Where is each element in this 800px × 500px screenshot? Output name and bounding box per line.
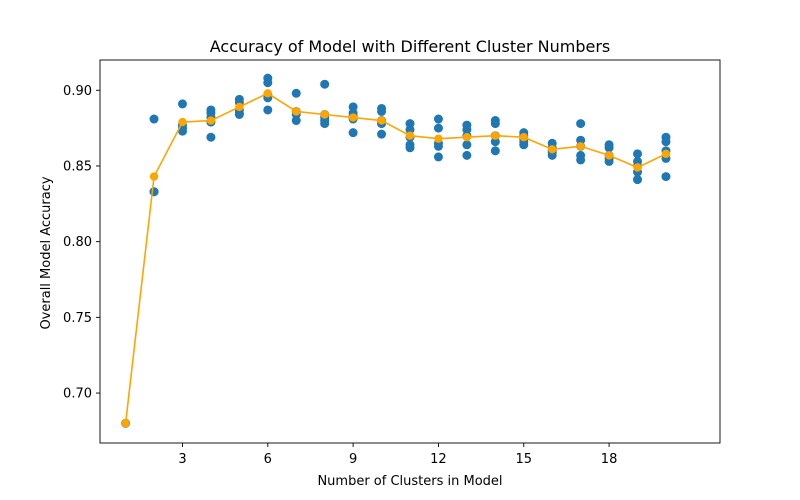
scatter-point [320, 119, 330, 129]
mean-line-point [633, 163, 642, 172]
scatter-point [490, 146, 500, 156]
scatter-point [377, 129, 387, 139]
scatter-point [405, 143, 415, 153]
mean-line-point [405, 131, 415, 140]
mean-line-point [292, 107, 301, 116]
scatter-point [433, 152, 443, 162]
scatter-point [206, 132, 216, 142]
mean-line-point [178, 117, 187, 127]
scatter-point [291, 116, 301, 126]
mean-line-point [121, 419, 130, 428]
scatter-point [661, 137, 671, 147]
chart-title: Accuracy of Model with Different Cluster… [210, 37, 610, 56]
mean-line-point [604, 151, 614, 160]
x-tick-label: 9 [349, 452, 357, 467]
scatter-point [348, 128, 358, 138]
scatter-point [177, 99, 187, 109]
mean-line-point [235, 102, 244, 112]
x-tick-label: 18 [601, 452, 618, 467]
scatter-point [604, 156, 614, 166]
scatter-point [177, 126, 187, 136]
plot-area: 3 6 9 12 15 18 0.70 0.75 0.80 0.85 0.90 [63, 59, 721, 467]
x-tick-label: 6 [264, 452, 272, 467]
scatter-point [149, 187, 159, 197]
scatter-point [490, 137, 500, 147]
scatter-point [633, 175, 643, 185]
scatter-point [320, 79, 330, 89]
mean-line-point [434, 134, 443, 143]
scatter-point [291, 88, 301, 98]
mean-line-point [149, 172, 159, 181]
scatter-point [377, 106, 387, 116]
mean-line-point [519, 133, 528, 142]
mean-line-point [576, 142, 585, 151]
scatter-point [490, 119, 500, 129]
scatter-point [149, 114, 159, 124]
x-tick-label: 3 [178, 452, 186, 467]
mean-line-point [462, 133, 472, 142]
scatter-point [263, 105, 273, 115]
scatter-point [519, 140, 529, 150]
scatter-point [576, 119, 586, 129]
y-tick-label: 0.70 [63, 387, 92, 402]
x-tick-label: 12 [430, 452, 447, 467]
y-axis-label: Overall Model Accuracy [39, 176, 54, 329]
scatter-point [433, 123, 443, 133]
mean-line-point [348, 113, 358, 122]
scatter-point [633, 149, 643, 159]
y-tick-label: 0.90 [63, 84, 92, 99]
x-axis-label: Number of Clusters in Model [317, 474, 502, 489]
mean-line-point [263, 89, 272, 98]
y-tick-label: 0.75 [63, 311, 92, 326]
y-tick-label: 0.85 [63, 159, 92, 174]
x-tick-label: 15 [515, 452, 532, 467]
scatter-point [263, 78, 273, 88]
mean-line-point [661, 149, 671, 159]
scatter-point [576, 155, 586, 165]
mean-line-point [320, 110, 329, 119]
mean-line-point [377, 116, 386, 125]
scatter-point [604, 143, 614, 153]
mean-line [124, 92, 667, 424]
scatter-point [433, 141, 443, 151]
mean-line-point [206, 116, 216, 125]
scatter-point [547, 150, 557, 160]
scatter-point [234, 109, 244, 119]
mean-line-point [491, 131, 500, 140]
scatter-point [462, 140, 472, 150]
y-tick-label: 0.80 [63, 235, 92, 250]
scatter-point [433, 114, 443, 124]
scatter-point [462, 150, 472, 160]
scatter-point [405, 125, 415, 135]
scatter-point [661, 172, 671, 182]
mean-line-point [548, 145, 557, 154]
plot-frame [99, 59, 721, 444]
